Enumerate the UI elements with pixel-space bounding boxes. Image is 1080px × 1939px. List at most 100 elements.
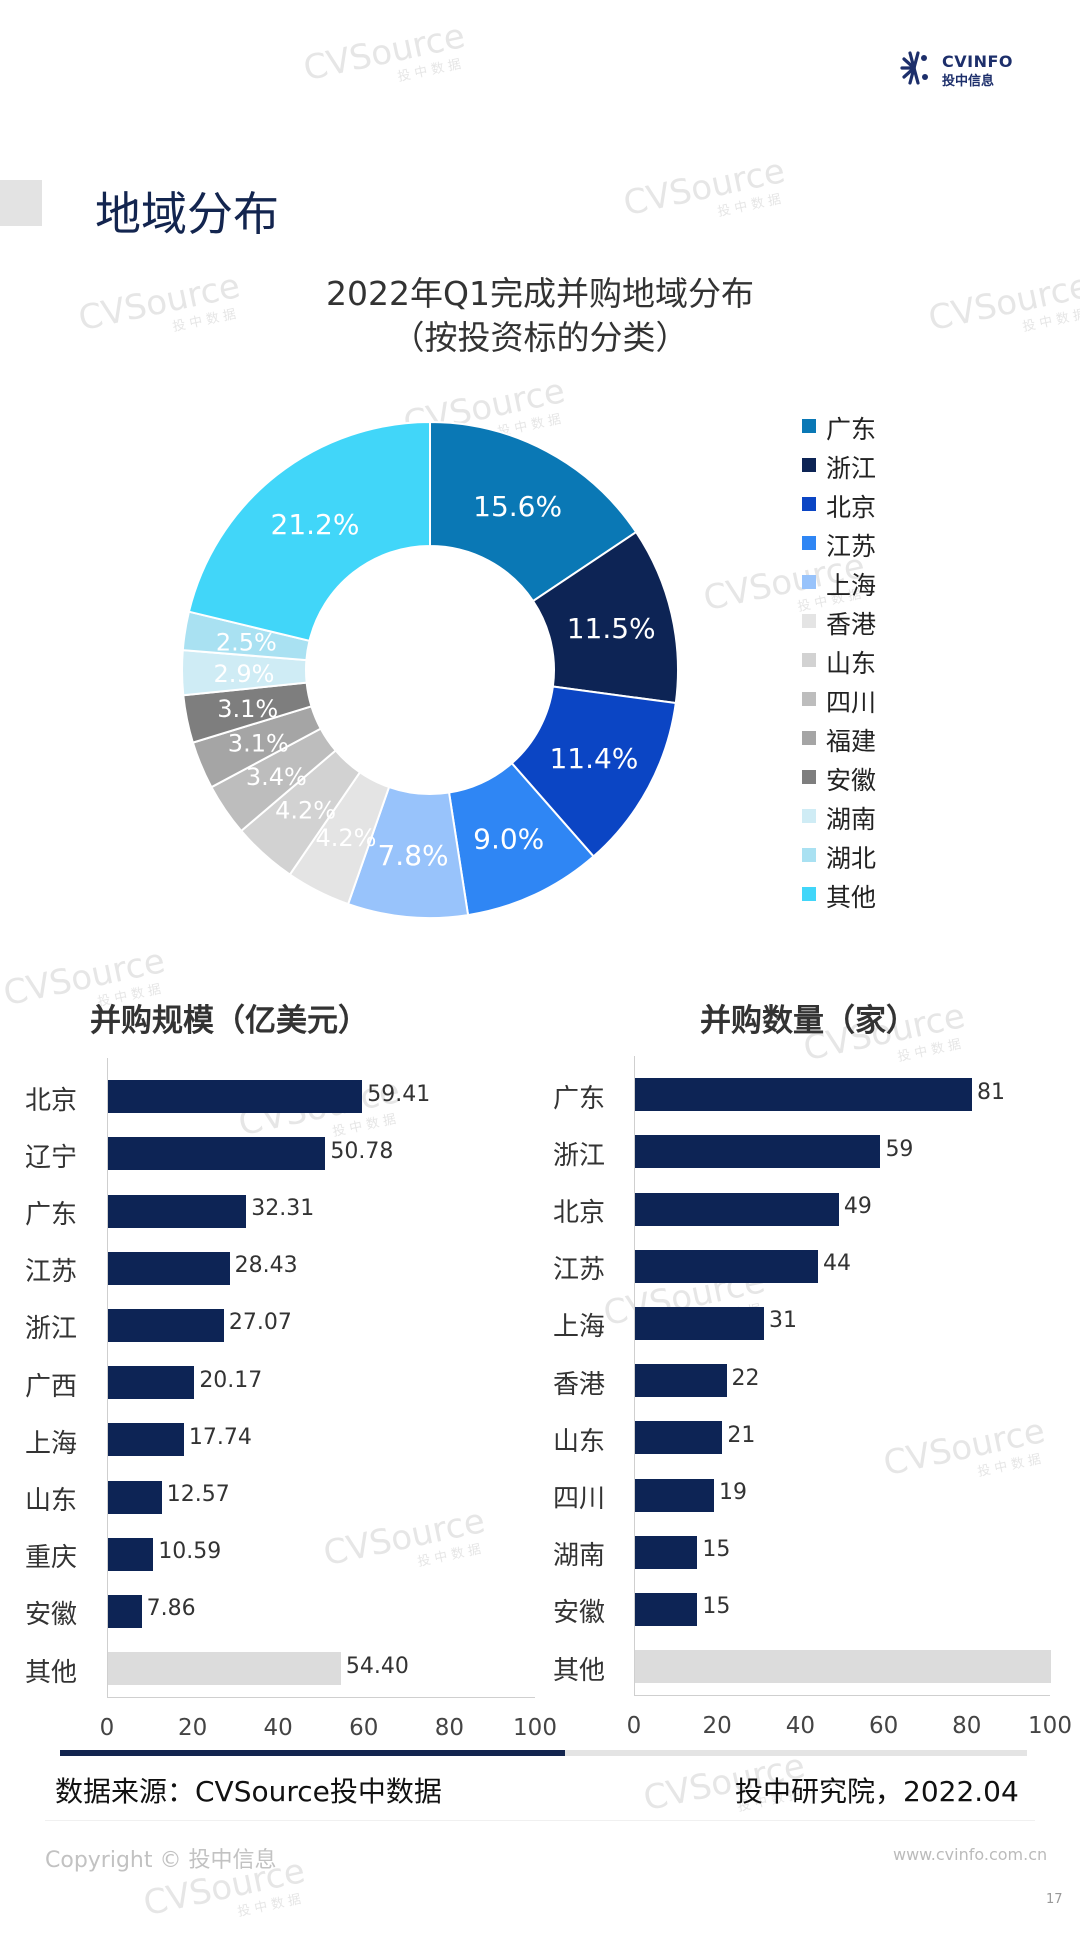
legend-swatch — [802, 731, 816, 745]
bar-value-湖南: 15 — [702, 1537, 731, 1563]
bar-北京 — [635, 1192, 839, 1226]
bar-山东 — [635, 1421, 723, 1455]
bar-category-山东: 山东 — [553, 1426, 606, 1457]
donut-label-上海: 7.8% — [377, 839, 448, 872]
legend-swatch — [802, 458, 816, 472]
bar-湖南 — [635, 1535, 698, 1569]
bar-value-四川: 19 — [719, 1480, 748, 1505]
data-source: 数据来源：CVSource投中数据 — [55, 1775, 442, 1808]
legend-item-安徽: 安徽 — [800, 761, 920, 795]
legend-label: 其他 — [826, 883, 877, 912]
bar-category-四川: 四川 — [553, 1484, 606, 1514]
donut-slice-其他 — [187, 420, 431, 643]
bar-上海 — [108, 1423, 184, 1457]
bar-value-其他: 54.40 — [345, 1653, 409, 1679]
legend-swatch — [802, 536, 816, 550]
bar-category-山东: 山东 — [25, 1486, 78, 1516]
bar-category-香港: 香港 — [553, 1369, 606, 1400]
bar-山东 — [108, 1480, 162, 1514]
bar-广东 — [635, 1078, 972, 1112]
x-tick-label: 0 — [99, 1715, 115, 1742]
bar-value-浙江: 27.07 — [228, 1310, 292, 1336]
legend-swatch — [802, 887, 816, 901]
bar-value-北京: 49 — [843, 1194, 872, 1219]
bar-value-安徽: 7.86 — [146, 1596, 196, 1622]
donut-label-安徽: 3.1% — [217, 695, 278, 723]
x-tick-label: 0 — [626, 1713, 642, 1740]
bar-其他 — [108, 1652, 341, 1686]
legend-label: 浙江 — [826, 454, 877, 483]
x-tick-label: 60 — [868, 1713, 899, 1740]
donut-subtitle-line: （按投资标的分类） — [391, 318, 689, 357]
logo-text: CVINFO — [942, 52, 1013, 71]
bar-value-上海: 31 — [768, 1308, 797, 1334]
bar-category-安徽: 安徽 — [553, 1598, 606, 1629]
bar-浙江 — [108, 1308, 224, 1342]
legend-swatch — [802, 770, 816, 784]
donut-label-福建: 3.1% — [228, 730, 289, 758]
bar-category-北京: 北京 — [25, 1085, 78, 1116]
legend-swatch — [802, 809, 816, 823]
legend-swatch — [802, 419, 816, 433]
bar-value-辽宁: 50.78 — [330, 1138, 394, 1164]
page-title: 地域分布 — [95, 187, 279, 241]
bar-category-重庆: 重庆 — [25, 1543, 78, 1574]
legend-item-浙江: 浙江 — [800, 449, 920, 483]
bar-value-北京: 59.41 — [367, 1081, 431, 1107]
y-axis-line — [634, 1056, 635, 1696]
bar-category-广东: 广东 — [553, 1083, 606, 1114]
legend-item-四川: 四川 — [800, 683, 920, 717]
website-link[interactable]: www.cvinfo.com.cn — [893, 1845, 1048, 1864]
institute-date: 投中研究院，2022.04 — [735, 1775, 1019, 1808]
x-tick-label: 40 — [785, 1713, 816, 1740]
donut-label-江苏: 9.0% — [473, 823, 544, 856]
donut-slice-广东 — [429, 420, 638, 603]
title-marker — [0, 180, 42, 226]
donut-title-line: 2022年Q1完成并购地域分布 — [326, 274, 754, 313]
logo-subtext: 投中信息 — [942, 74, 995, 89]
legend-swatch — [802, 848, 816, 862]
bar-value-山东: 21 — [727, 1422, 756, 1448]
logo-burst-icon — [900, 51, 928, 85]
x-tick-label: 20 — [702, 1713, 732, 1740]
bar-category-浙江: 浙江 — [25, 1314, 78, 1345]
legend-label: 江苏 — [826, 532, 877, 561]
legend-swatch — [802, 497, 816, 511]
bar-value-浙江: 59 — [885, 1136, 914, 1162]
legend-label: 上海 — [826, 571, 877, 600]
donut-label-湖南: 2.9% — [214, 660, 275, 688]
donut-chart-title: 2022年Q1完成并购地域分布 （按投资标的分类） — [180, 272, 900, 360]
y-axis-line — [107, 1058, 108, 1698]
donut-label-湖北: 2.5% — [216, 629, 277, 657]
donut-chart: 15.6%11.5%11.4%9.0%7.8%4.2%4.2%3.4%3.1%3… — [181, 420, 679, 919]
bar-category-辽宁: 辽宁 — [25, 1142, 78, 1173]
legend-label: 山东 — [826, 649, 877, 678]
bar-安徽 — [108, 1594, 142, 1628]
x-tick-label: 40 — [263, 1715, 293, 1742]
legend-label: 湖南 — [826, 805, 877, 834]
bar-category-湖南: 湖南 — [553, 1541, 606, 1572]
legend-swatch — [802, 653, 816, 667]
x-tick-label: 60 — [349, 1715, 379, 1742]
bar-四川 — [635, 1478, 715, 1512]
legend-swatch — [802, 575, 816, 589]
legend-item-湖北: 湖北 — [800, 839, 920, 873]
bar-江苏 — [108, 1251, 230, 1285]
legend-item-广东: 广东 — [800, 410, 920, 444]
x-tick-label: 100 — [513, 1715, 557, 1742]
bar-value-安徽: 15 — [702, 1594, 731, 1620]
bar-浙江 — [635, 1135, 881, 1169]
x-axis-line — [107, 1697, 535, 1699]
bar-安徽 — [635, 1592, 698, 1626]
legend-item-福建: 福建 — [800, 722, 920, 756]
bar-category-广西: 广西 — [25, 1371, 78, 1402]
footer-divider — [45, 1820, 1035, 1821]
legend-label: 广东 — [826, 415, 877, 444]
scale-chart-title: 并购规模（亿美元） — [90, 1003, 369, 1039]
bar-value-江苏: 28.43 — [234, 1253, 298, 1279]
donut-label-四川: 3.4% — [246, 763, 307, 791]
x-axis-line — [634, 1695, 1050, 1697]
